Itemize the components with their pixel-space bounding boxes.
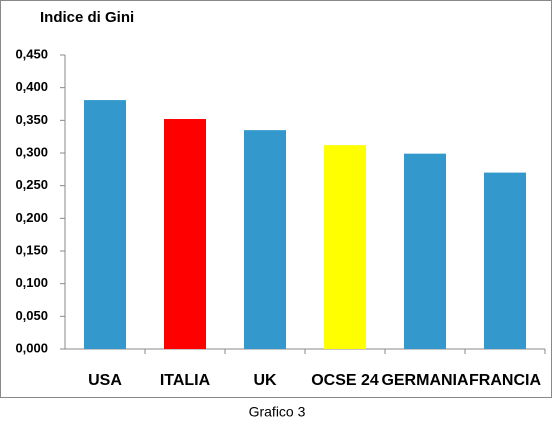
bar [164,119,206,349]
y-tick-label: 0,300 [15,144,48,159]
x-tick-label: OCSE 24 [311,372,379,389]
chart-title: Indice di Gini [40,9,134,26]
y-tick-label: 0,200 [15,210,48,225]
y-tick-label: 0,400 [15,79,48,94]
x-tick-label: ITALIA [160,372,211,389]
y-tick-label: 0,000 [15,340,48,355]
x-tick-label: FRANCIA [469,372,541,389]
bar [84,100,126,349]
y-tick-label: 0,450 [15,46,48,61]
y-tick-label: 0,150 [15,242,48,257]
caption: Grafico 3 [249,404,306,420]
x-tick-label: GERMANIA [381,372,469,389]
x-tick-label: UK [253,372,277,389]
y-tick-label: 0,050 [15,308,48,323]
x-tick-label: USA [88,372,122,389]
y-tick-label: 0,100 [15,275,48,290]
y-tick-label: 0,350 [15,112,48,127]
bar [324,145,366,349]
bar [244,130,286,349]
bar [484,172,526,349]
bar [404,153,446,349]
y-tick-label: 0,250 [15,177,48,192]
